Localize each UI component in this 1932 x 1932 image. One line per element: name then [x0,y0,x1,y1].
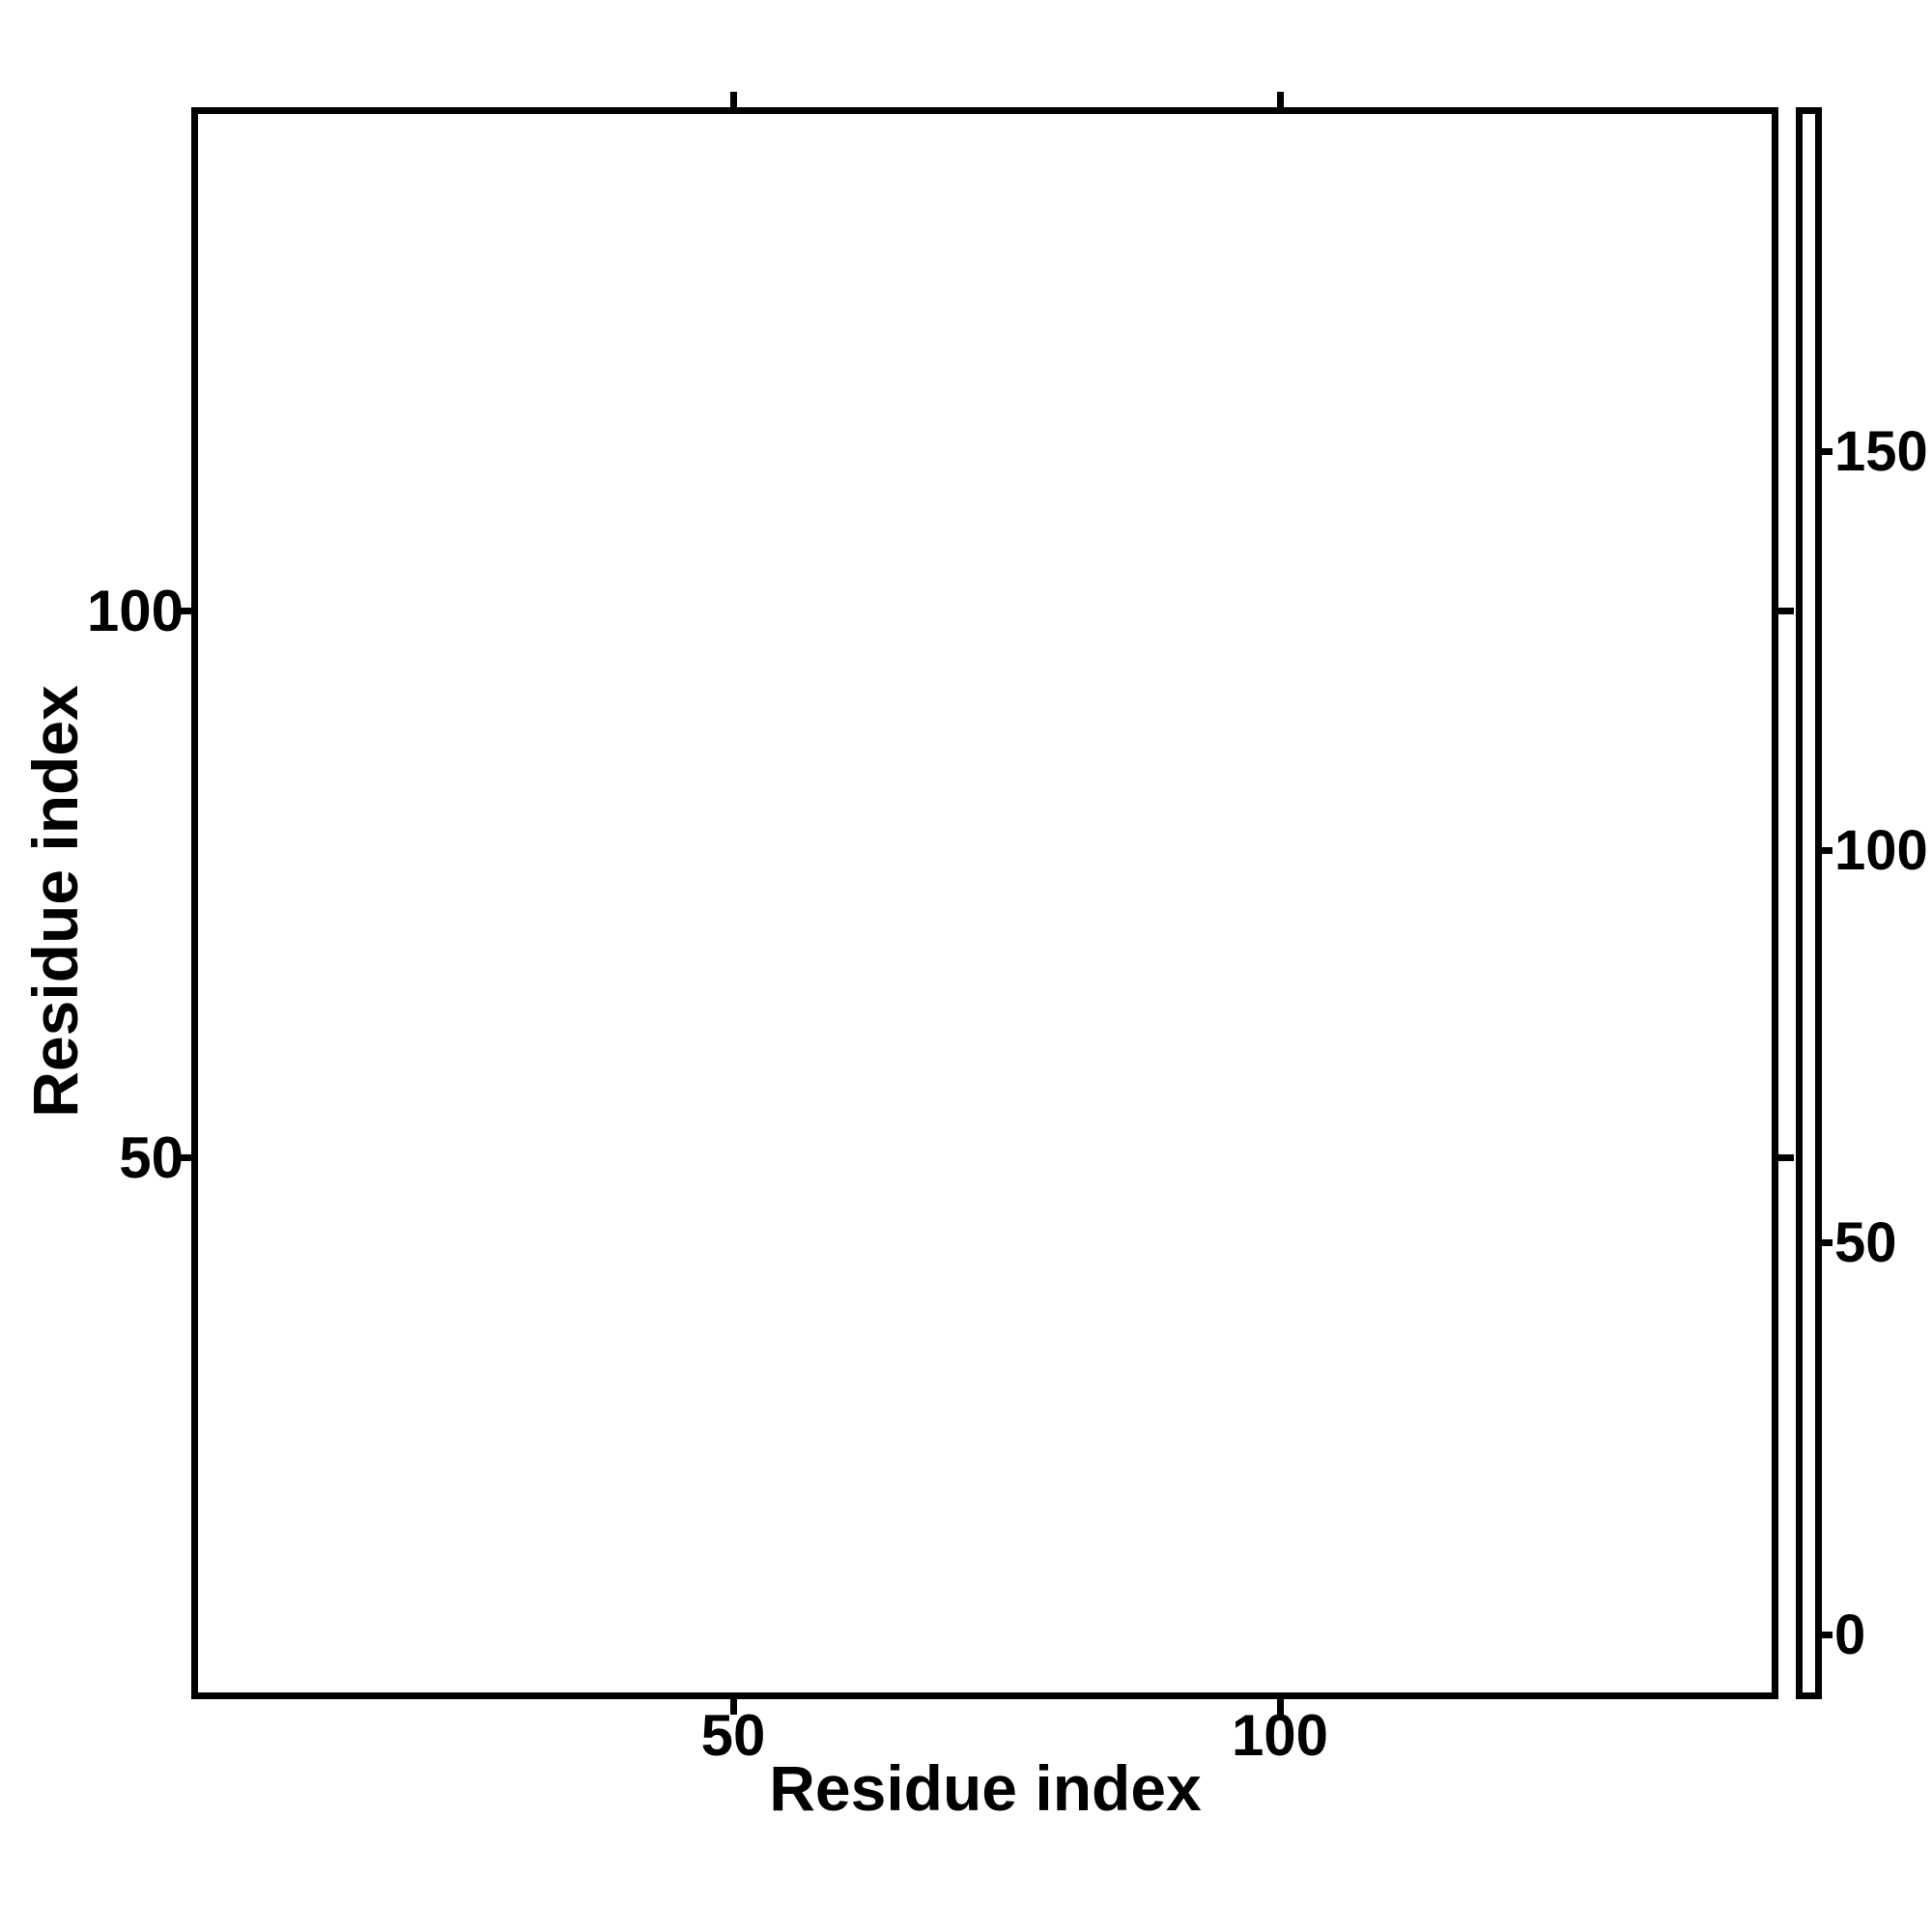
x-axis-top-tick-50 [730,92,737,107]
colorbar-tick-label-100: 100 [1834,819,1928,882]
y-tick-label-100: 100 [86,579,184,643]
x-tick-label-100: 100 [1231,1703,1329,1768]
colorbar-tick-150 [1820,448,1833,455]
x-axis-title: Residue index [769,1752,1202,1824]
y-axis-right-tick-100 [1778,608,1794,614]
colorbar-frame [1796,107,1822,1699]
y-tick-label-50: 50 [119,1125,184,1190]
colorbar-tick-label-0: 0 [1834,1604,1866,1666]
colorbar-tick-label-50: 50 [1834,1211,1897,1274]
colorbar-tick-0 [1820,1632,1833,1638]
x-axis-tick-100 [1277,1699,1284,1715]
colorbar-tick-100 [1820,847,1833,854]
x-axis-tick-50 [730,1699,737,1715]
plot-frame [191,107,1778,1699]
y-axis-right-tick-50 [1778,1154,1794,1161]
x-tick-label-50: 50 [700,1703,766,1768]
y-axis-tick-50 [176,1154,191,1161]
x-axis-top-tick-100 [1277,92,1284,107]
colorbar-tick-50 [1820,1239,1833,1246]
colorbar-tick-label-150: 150 [1834,420,1928,483]
y-axis-title: Residue index [19,685,91,1118]
y-axis-tick-100 [176,608,191,614]
